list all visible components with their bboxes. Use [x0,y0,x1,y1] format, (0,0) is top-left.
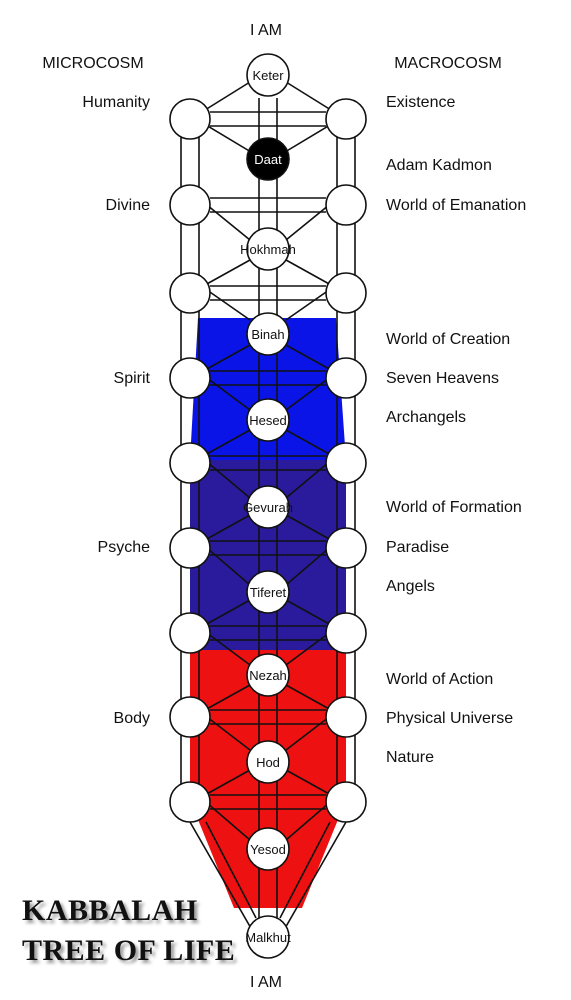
right-label: Physical Universe [386,710,513,727]
side-node [169,357,211,399]
side-node [325,696,367,738]
top-label: I AM [250,22,282,39]
title-line-1: KABBALAH [22,894,198,927]
label-binah: Binah [251,327,284,342]
node-binah [246,312,290,356]
right-labels: Existence Adam Kadmon World of Emanation… [386,94,526,766]
side-node [169,98,211,140]
node-nezah [246,653,290,697]
node-hesed [246,398,290,442]
right-label: World of Creation [386,331,510,348]
right-label: Archangels [386,409,466,426]
node-yesod [246,827,290,871]
label-hokhmah: Hokhmah [240,242,296,257]
side-node [325,357,367,399]
center-nodes [246,53,290,959]
side-node [325,527,367,569]
left-label: Humanity [82,94,150,111]
node-hokhmah [246,227,290,271]
label-gevurah: Gevurah [243,500,293,515]
label-daat: Daat [254,152,282,167]
side-node [169,527,211,569]
side-node [169,442,211,484]
right-label: World of Formation [386,499,522,516]
right-label: Paradise [386,539,449,556]
label-malkhut: Malkhut [245,930,291,945]
right-label: Angels [386,578,435,595]
node-malkhut [246,915,290,959]
right-label: World of Emanation [386,197,526,214]
right-label: Seven Heavens [386,370,499,387]
label-keter: Keter [252,68,284,83]
side-node [169,272,211,314]
side-node [169,781,211,823]
label-hod: Hod [256,755,280,770]
side-node [325,98,367,140]
left-label: Psyche [98,539,151,556]
right-label: Existence [386,94,455,111]
left-labels: Humanity Divine Spirit Psyche Body [82,94,150,727]
side-node [325,442,367,484]
label-yesod: Yesod [250,842,286,857]
node-hod [246,740,290,784]
side-node [325,184,367,226]
node-tiferet [246,570,290,614]
side-node [325,612,367,654]
label-hesed: Hesed [249,413,287,428]
label-nezah: Nezah [249,668,287,683]
side-node [169,696,211,738]
left-label: Spirit [114,370,151,387]
left-label: Body [114,710,150,727]
right-label: Adam Kadmon [386,157,492,174]
right-label: World of Action [386,671,493,688]
left-header: MICROCOSM [42,55,143,72]
node-keter [246,53,290,97]
node-gevurah [246,485,290,529]
label-tiferet: Tiferet [250,585,287,600]
right-header: MACROCOSM [394,55,502,72]
left-label: Divine [106,197,151,214]
side-node [325,781,367,823]
side-node [169,612,211,654]
side-node [169,184,211,226]
center-node-labels: Keter Daat Hokhmah Binah Hesed Gevurah T… [240,68,296,945]
bottom-label: I AM [250,974,282,991]
band-blue [190,318,346,460]
side-node [325,272,367,314]
right-label: Nature [386,749,434,766]
side-nodes [169,98,367,823]
node-daat [246,137,290,181]
title-line-2: TREE OF LIFE [22,934,236,967]
